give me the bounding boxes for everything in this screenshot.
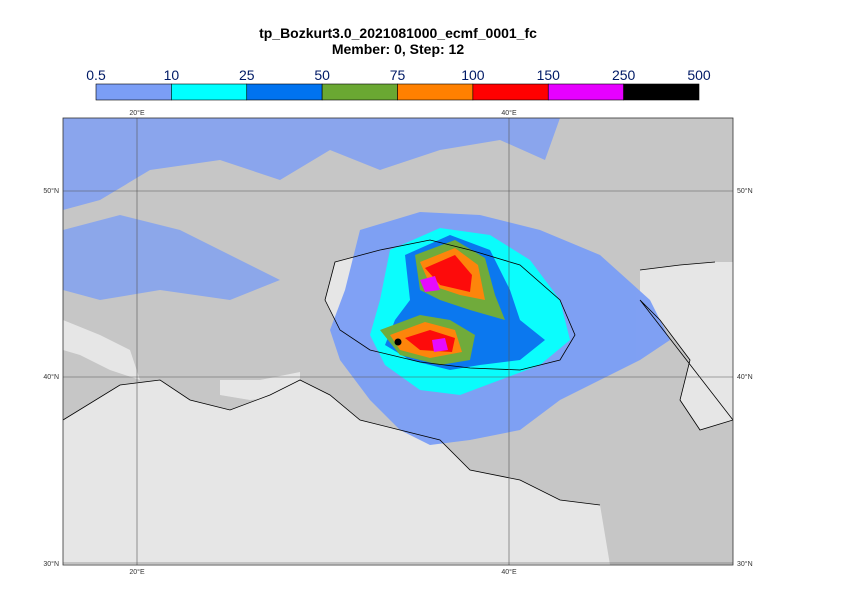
- colorbar-bin: [623, 83, 700, 101]
- lat-label: 50°N: [43, 187, 59, 195]
- map-frame: [62, 117, 734, 566]
- map-area: [63, 118, 733, 565]
- colorbar-label: 100: [461, 67, 485, 83]
- lon-label: 20°E: [129, 109, 145, 117]
- location-marker: [394, 338, 402, 346]
- title: tp_Bozkurt3.0_2021081000_ecmf_0001_fc: [259, 25, 537, 41]
- lon-label: 40°E: [501, 109, 517, 117]
- aegean: [220, 372, 300, 400]
- caspian-sea: [640, 262, 733, 430]
- lat-label: 30°N: [43, 560, 59, 568]
- colorbar-label: 50: [314, 67, 330, 83]
- lon-label: 40°E: [501, 568, 517, 576]
- colorbar-bin: [95, 83, 172, 101]
- lat-label: 50°N: [737, 187, 753, 195]
- lat-label: 30°N: [737, 560, 753, 568]
- colorbar-label: 0.5: [86, 67, 106, 83]
- colorbar: 0.5 10 25 50 75 100 150 250 500: [86, 67, 711, 101]
- lat-label: 40°N: [43, 373, 59, 381]
- colorbar-label: 10: [164, 67, 180, 83]
- colorbar-bin: [472, 83, 549, 101]
- mediterranean: [63, 380, 610, 565]
- subtitle: Member: 0, Step: 12: [332, 41, 464, 57]
- precipitation: [63, 118, 670, 445]
- colorbar-bin: [547, 83, 624, 101]
- colorbar-label: 150: [537, 67, 561, 83]
- coastlines: [63, 239, 733, 506]
- colorbar-bin: [321, 83, 398, 101]
- colorbar-label: 250: [612, 67, 636, 83]
- colorbar-label: 500: [687, 67, 711, 83]
- graticule: [63, 118, 733, 565]
- colorbar-label: 25: [239, 67, 255, 83]
- lat-label: 40°N: [737, 373, 753, 381]
- colorbar-label: 75: [390, 67, 406, 83]
- axis-labels: 20°E 40°E 20°E 40°E 50°N 40°N 30°N 50°N …: [43, 109, 752, 576]
- colorbar-bin: [246, 83, 323, 101]
- adriatic-sea: [63, 320, 140, 380]
- colorbar-bin: [171, 83, 248, 101]
- colorbar-bin: [397, 83, 474, 101]
- lon-label: 20°E: [129, 568, 145, 576]
